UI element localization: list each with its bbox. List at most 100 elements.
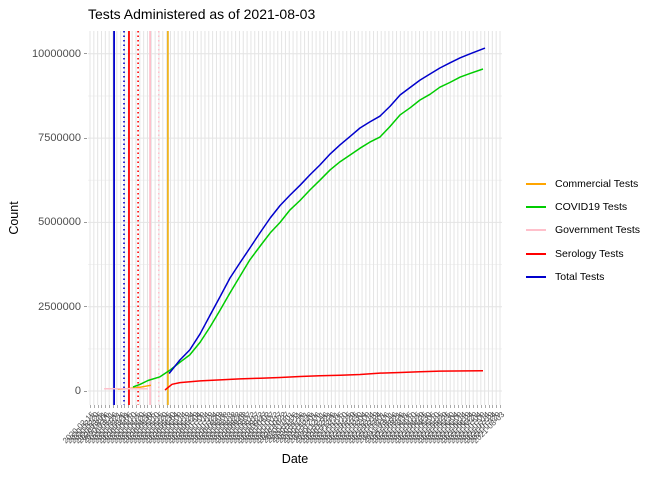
x-tick-mark	[277, 405, 279, 408]
legend-item: Government Tests	[526, 219, 640, 242]
x-tick-mark	[270, 405, 272, 408]
x-tick-mark	[408, 405, 410, 408]
y-tick-label: 5000000	[38, 216, 81, 229]
x-tick-mark	[465, 405, 467, 408]
x-tick-mark	[155, 405, 157, 408]
y-tick-mark	[84, 53, 87, 55]
x-tick-mark	[400, 405, 402, 408]
series-line-total-tests	[168, 47, 486, 374]
x-tick-mark	[377, 405, 379, 408]
x-axis-title: Date	[281, 452, 309, 466]
x-tick-mark	[327, 405, 329, 408]
x-tick-mark	[427, 405, 429, 408]
x-tick-mark	[492, 405, 494, 408]
x-tick-mark	[285, 405, 287, 408]
x-tick-mark	[385, 405, 387, 408]
x-tick-mark	[250, 405, 252, 408]
x-tick-mark	[224, 405, 226, 408]
y-tick-label: 2500000	[38, 300, 81, 313]
x-tick-mark	[419, 405, 421, 408]
legend-item: Serology Tests	[526, 242, 640, 265]
x-tick-mark	[124, 405, 126, 408]
x-tick-mark	[193, 405, 195, 408]
legend-line-swatch	[526, 229, 546, 232]
x-tick-mark	[331, 405, 333, 408]
x-tick-mark	[109, 405, 111, 408]
x-tick-mark	[411, 405, 413, 408]
x-tick-mark	[116, 405, 118, 408]
x-tick-mark	[128, 405, 130, 408]
legend-line-swatch	[526, 206, 546, 209]
x-tick-mark	[496, 405, 498, 408]
x-tick-mark	[273, 405, 275, 408]
x-tick-mark	[247, 405, 249, 408]
x-tick-mark	[358, 405, 360, 408]
y-tick-mark	[84, 221, 87, 223]
legend-label: Total Tests	[555, 271, 605, 284]
x-tick-mark	[120, 405, 122, 408]
x-tick-mark	[239, 405, 241, 408]
x-tick-mark	[373, 405, 375, 408]
x-tick-mark	[166, 405, 168, 408]
x-tick-mark	[189, 405, 191, 408]
x-axis-tick-labels: 2020-02-15 2020-02-20 2020-02-25 2020-03-01…	[61, 405, 506, 455]
x-tick-mark	[477, 405, 478, 408]
legend-label: Government Tests	[555, 224, 641, 237]
x-tick-mark	[181, 405, 183, 408]
x-tick-mark	[339, 405, 341, 408]
x-tick-mark	[90, 405, 91, 408]
x-tick-mark	[354, 405, 356, 408]
x-tick-mark	[423, 405, 425, 408]
x-tick-mark	[415, 405, 417, 408]
x-tick-mark	[434, 405, 436, 408]
legend-label: Commercial Tests	[555, 177, 639, 190]
x-tick-mark	[369, 405, 371, 408]
x-tick-mark	[392, 405, 394, 408]
x-tick-mark	[204, 405, 206, 408]
x-tick-mark	[289, 405, 291, 408]
x-tick-mark	[446, 405, 448, 408]
x-tick-mark	[454, 405, 456, 408]
legend-line-swatch	[526, 276, 546, 279]
x-tick-mark	[316, 405, 318, 408]
x-tick-mark	[300, 405, 302, 408]
x-tick-mark	[105, 405, 107, 408]
legend-line-swatch	[526, 252, 546, 255]
legend-label: Serology Tests	[555, 247, 624, 260]
plot-canvas	[88, 31, 502, 405]
x-tick-mark	[227, 405, 229, 408]
x-tick-mark	[254, 405, 256, 408]
x-tick-mark	[442, 405, 444, 408]
x-tick-mark	[488, 405, 490, 408]
y-axis-ticks	[84, 31, 88, 405]
x-tick-mark	[201, 405, 203, 408]
x-tick-mark	[216, 405, 218, 408]
y-tick-mark	[84, 137, 87, 139]
x-tick-mark	[308, 405, 310, 408]
x-tick-mark	[93, 405, 95, 408]
x-tick-mark	[151, 405, 153, 408]
x-tick-mark	[231, 405, 233, 408]
x-tick-mark	[457, 405, 459, 408]
series-line-serology-tests	[164, 370, 484, 391]
x-tick-mark	[304, 405, 306, 408]
x-tick-mark	[101, 405, 103, 408]
legend-item: COVID19 Tests	[526, 195, 640, 218]
y-tick-label: 0	[74, 385, 81, 397]
x-tick-mark	[350, 405, 352, 408]
x-tick-mark	[208, 405, 210, 408]
y-tick-mark	[84, 306, 87, 308]
x-tick-mark	[162, 405, 164, 408]
x-tick-mark	[174, 405, 176, 408]
x-tick-mark	[139, 405, 141, 408]
x-tick-mark	[319, 405, 321, 408]
x-tick-mark	[362, 405, 364, 408]
legend-item: Commercial Tests	[526, 172, 640, 195]
x-tick-mark	[342, 405, 344, 408]
y-tick-label: 7500000	[38, 132, 81, 145]
x-tick-mark	[243, 405, 245, 408]
x-tick-mark	[185, 405, 187, 408]
x-tick-mark	[473, 405, 475, 408]
x-tick-mark	[335, 405, 337, 408]
